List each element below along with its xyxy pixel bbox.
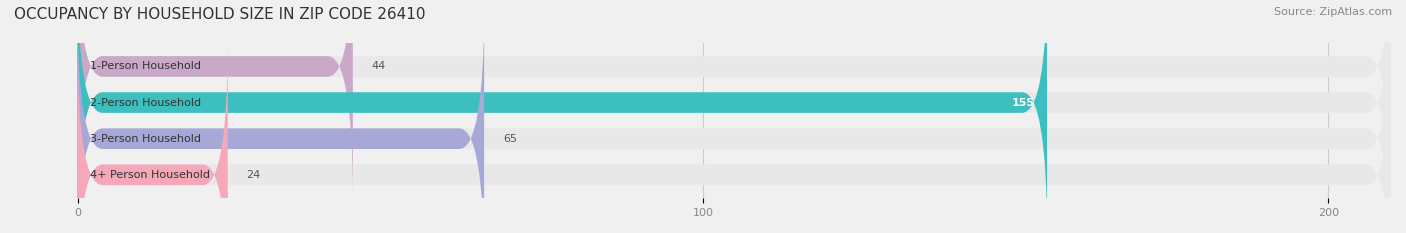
- Text: 2-Person Household: 2-Person Household: [90, 98, 201, 108]
- Text: 1-Person Household: 1-Person Household: [90, 62, 201, 72]
- Text: 3-Person Household: 3-Person Household: [90, 134, 201, 144]
- Text: 65: 65: [503, 134, 517, 144]
- FancyBboxPatch shape: [77, 41, 1391, 233]
- FancyBboxPatch shape: [77, 0, 1391, 233]
- FancyBboxPatch shape: [77, 0, 1391, 201]
- Text: 155: 155: [1011, 98, 1035, 108]
- FancyBboxPatch shape: [77, 0, 353, 201]
- Text: OCCUPANCY BY HOUSEHOLD SIZE IN ZIP CODE 26410: OCCUPANCY BY HOUSEHOLD SIZE IN ZIP CODE …: [14, 7, 426, 22]
- FancyBboxPatch shape: [77, 41, 228, 233]
- Text: Source: ZipAtlas.com: Source: ZipAtlas.com: [1274, 7, 1392, 17]
- Text: 44: 44: [371, 62, 385, 72]
- Text: 24: 24: [246, 170, 260, 180]
- FancyBboxPatch shape: [77, 0, 1047, 233]
- FancyBboxPatch shape: [77, 4, 484, 233]
- FancyBboxPatch shape: [77, 4, 1391, 233]
- Text: 4+ Person Household: 4+ Person Household: [90, 170, 209, 180]
